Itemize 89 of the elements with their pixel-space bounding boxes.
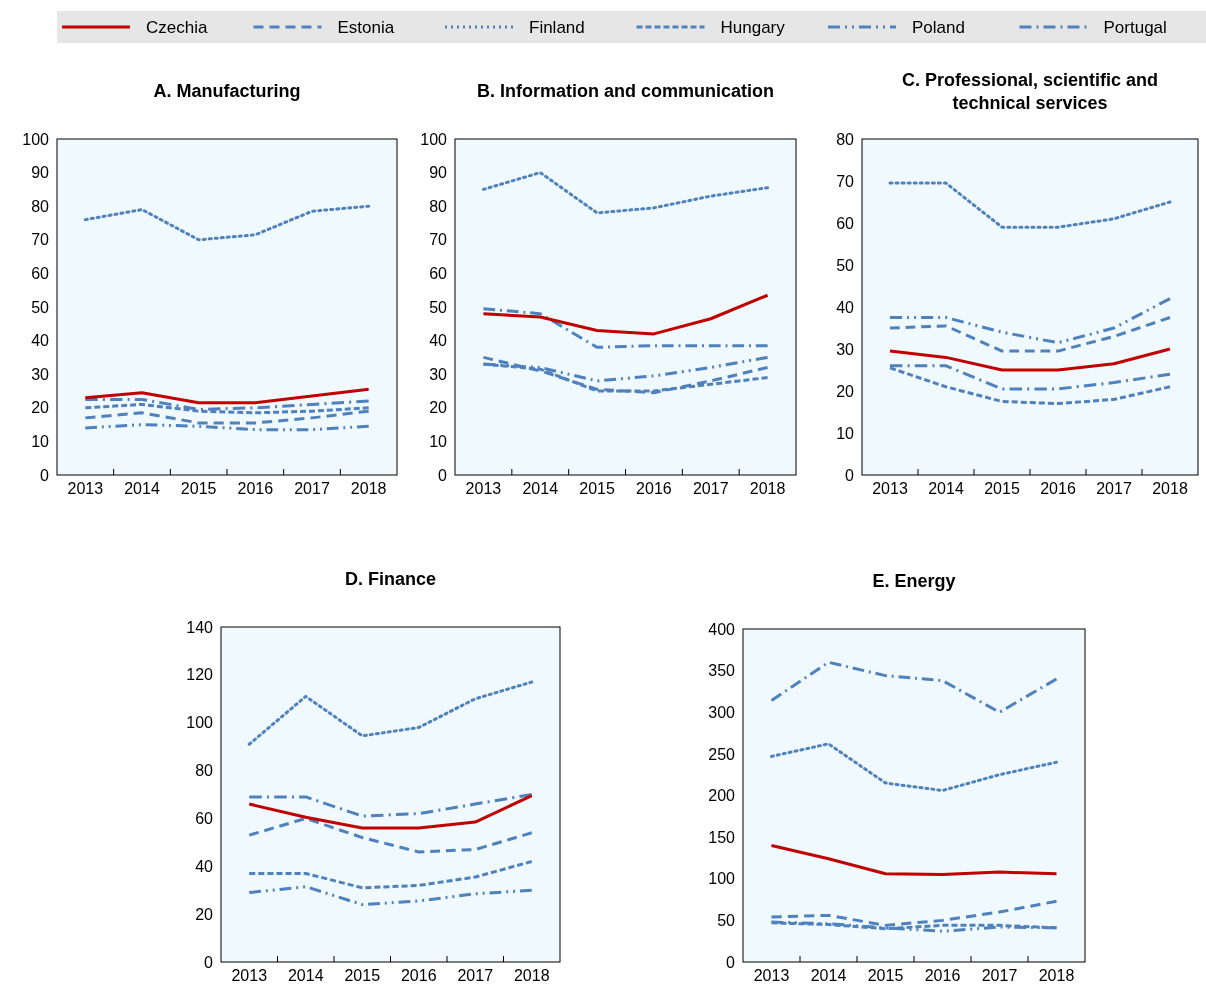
chart-title: A. Manufacturing	[153, 81, 301, 101]
x-tick-label: 2015	[984, 480, 1020, 498]
x-tick-label: 2013	[67, 480, 104, 498]
x-tick-label: 2018	[513, 967, 550, 985]
y-tick-label: 80	[195, 762, 214, 780]
x-tick-label: 2018	[350, 480, 387, 498]
y-tick-label: 50	[836, 256, 855, 274]
y-tick-label: 0	[204, 953, 214, 971]
legend-label: Finland	[529, 18, 585, 37]
y-tick-label: 30	[429, 365, 448, 383]
y-tick-label: 0	[438, 466, 448, 484]
y-tick-label: 80	[836, 130, 855, 148]
x-tick-label: 2017	[294, 480, 330, 498]
y-tick-label: 20	[195, 905, 214, 923]
y-tick-label: 100	[420, 130, 448, 148]
x-tick-label: 2015	[867, 967, 904, 985]
x-tick-label: 2013	[753, 967, 790, 985]
y-tick-label: 50	[717, 911, 736, 929]
x-tick-label: 2014	[522, 480, 559, 498]
x-tick-label: 2014	[124, 480, 160, 498]
x-tick-label: 2014	[928, 480, 964, 498]
y-tick-label: 0	[845, 466, 855, 484]
x-tick-label: 2015	[180, 480, 217, 498]
y-tick-label: 120	[186, 666, 214, 684]
x-tick-label: 2016	[400, 967, 437, 985]
legend-label: Poland	[912, 18, 965, 37]
y-tick-label: 100	[708, 870, 736, 888]
x-tick-label: 2015	[579, 480, 615, 498]
y-tick-label: 350	[708, 662, 736, 680]
legend-label: Czechia	[146, 18, 208, 37]
y-tick-label: 30	[836, 340, 855, 358]
y-tick-label: 50	[429, 298, 448, 316]
x-tick-label: 2018	[1038, 967, 1075, 985]
y-tick-label: 40	[429, 332, 448, 350]
x-tick-label: 2017	[692, 480, 729, 498]
chart-title: D. Finance	[344, 569, 437, 589]
y-tick-label: 90	[429, 164, 448, 182]
y-tick-label: 20	[31, 399, 50, 417]
y-tick-label: 100	[22, 130, 50, 148]
y-tick-label: 100	[186, 714, 214, 732]
y-tick-label: 10	[836, 424, 855, 442]
y-tick-label: 70	[429, 231, 448, 249]
y-tick-label: 40	[836, 298, 855, 316]
y-tick-label: 40	[195, 857, 214, 875]
y-tick-label: 60	[195, 810, 214, 828]
x-tick-label: 2017	[457, 967, 494, 985]
x-tick-label: 2015	[344, 967, 381, 985]
legend-label: Portugal	[1103, 18, 1167, 37]
y-tick-label: 40	[31, 332, 50, 350]
x-tick-label: 2014	[287, 967, 324, 985]
chart-title: B. Information and communication	[476, 81, 775, 101]
y-tick-label: 60	[429, 265, 448, 283]
y-tick-label: 20	[429, 399, 448, 417]
x-tick-label: 2013	[231, 967, 268, 985]
x-tick-label: 2016	[1040, 480, 1076, 498]
x-tick-label: 2016	[636, 480, 672, 498]
x-tick-label: 2017	[1096, 480, 1132, 498]
y-tick-label: 200	[708, 787, 736, 805]
chart-title: C. Professional, scientific and technical services	[901, 70, 1159, 113]
legend-label: Hungary	[720, 18, 786, 37]
y-tick-label: 400	[708, 620, 736, 638]
y-tick-label: 90	[31, 164, 50, 182]
y-tick-label: 30	[31, 365, 50, 383]
y-tick-label: 20	[836, 382, 855, 400]
y-tick-label: 50	[31, 298, 50, 316]
y-tick-label: 140	[186, 618, 214, 636]
y-tick-label: 60	[836, 214, 855, 232]
y-tick-label: 70	[31, 231, 50, 249]
y-tick-label: 60	[31, 265, 50, 283]
y-tick-label: 0	[726, 953, 736, 971]
y-tick-label: 150	[708, 828, 736, 846]
y-tick-label: 70	[836, 172, 855, 190]
x-tick-label: 2018	[749, 480, 786, 498]
y-tick-label: 250	[708, 745, 736, 763]
y-tick-label: 10	[429, 433, 448, 451]
x-tick-label: 2017	[981, 967, 1018, 985]
x-tick-label: 2013	[465, 480, 502, 498]
y-tick-label: 0	[40, 466, 50, 484]
y-tick-label: 80	[429, 197, 448, 215]
x-tick-label: 2014	[810, 967, 847, 985]
chart-title: E. Energy	[872, 571, 956, 591]
y-tick-label: 10	[31, 433, 50, 451]
y-tick-label: 80	[31, 197, 50, 215]
x-tick-label: 2016	[237, 480, 274, 498]
legend-label: Estonia	[337, 18, 395, 37]
y-tick-label: 300	[708, 703, 736, 721]
x-tick-label: 2013	[872, 480, 908, 498]
x-tick-label: 2016	[924, 967, 961, 985]
x-tick-label: 2018	[1152, 480, 1188, 498]
